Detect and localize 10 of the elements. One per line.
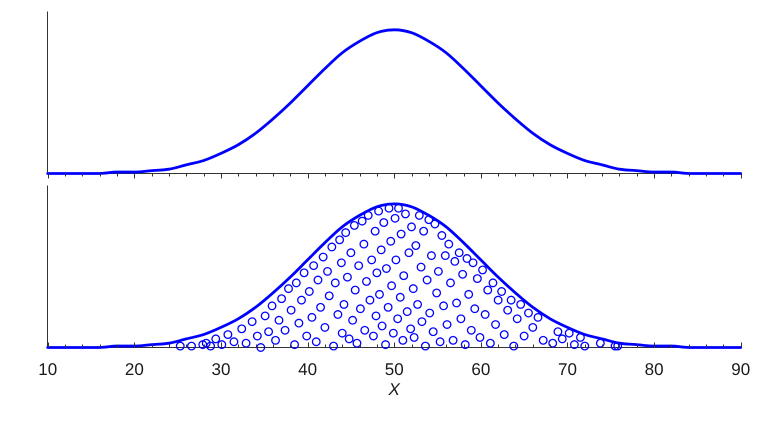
x-tick-label: 60 — [471, 360, 490, 379]
x-tick-label: 20 — [124, 360, 144, 379]
x-tick-label: 30 — [211, 360, 230, 379]
x-tick-label: 40 — [298, 360, 318, 379]
x-axis-title: X — [388, 380, 401, 400]
x-tick-label: 80 — [644, 360, 664, 379]
x-tick-label: 90 — [731, 360, 750, 379]
x-tick-label: 10 — [38, 360, 58, 379]
x-tick-label: 70 — [558, 360, 577, 379]
x-tick-label: 50 — [384, 360, 404, 379]
